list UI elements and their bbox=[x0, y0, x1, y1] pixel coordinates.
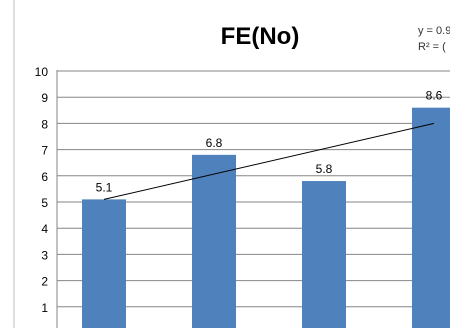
data-labels: 5.1 6.8 5.8 8.6 bbox=[96, 89, 443, 195]
y-axis-tick-labels: 1 2 3 4 5 6 7 8 9 10 bbox=[35, 65, 49, 315]
data-label-1: 5.1 bbox=[96, 180, 113, 194]
chart-title: FE(No) bbox=[221, 23, 300, 50]
trendline bbox=[103, 122, 435, 200]
trendline-equation: y = 0.9 bbox=[418, 25, 450, 37]
data-label-2: 6.8 bbox=[206, 136, 223, 150]
y-tick-label: 2 bbox=[41, 275, 48, 289]
y-tick-label: 10 bbox=[35, 65, 49, 79]
bars bbox=[82, 107, 450, 328]
y-tick-label: 3 bbox=[41, 248, 48, 262]
data-label-4: 8.6 bbox=[426, 89, 443, 103]
y-tick-label: 9 bbox=[41, 91, 48, 105]
y-tick-label: 8 bbox=[41, 117, 48, 131]
bar-3 bbox=[302, 181, 346, 328]
y-tick-label: 5 bbox=[41, 196, 48, 210]
y-tick-label: 6 bbox=[41, 170, 48, 184]
y-tick-label: 7 bbox=[41, 144, 48, 158]
bar-1 bbox=[82, 199, 126, 328]
y-tick-label: 1 bbox=[41, 301, 48, 315]
bar-4 bbox=[412, 107, 450, 328]
y-tick-label: 4 bbox=[41, 222, 48, 236]
r-squared-label: R² = ( bbox=[418, 41, 446, 53]
data-label-3: 5.8 bbox=[316, 162, 333, 176]
bar-2 bbox=[192, 154, 236, 328]
